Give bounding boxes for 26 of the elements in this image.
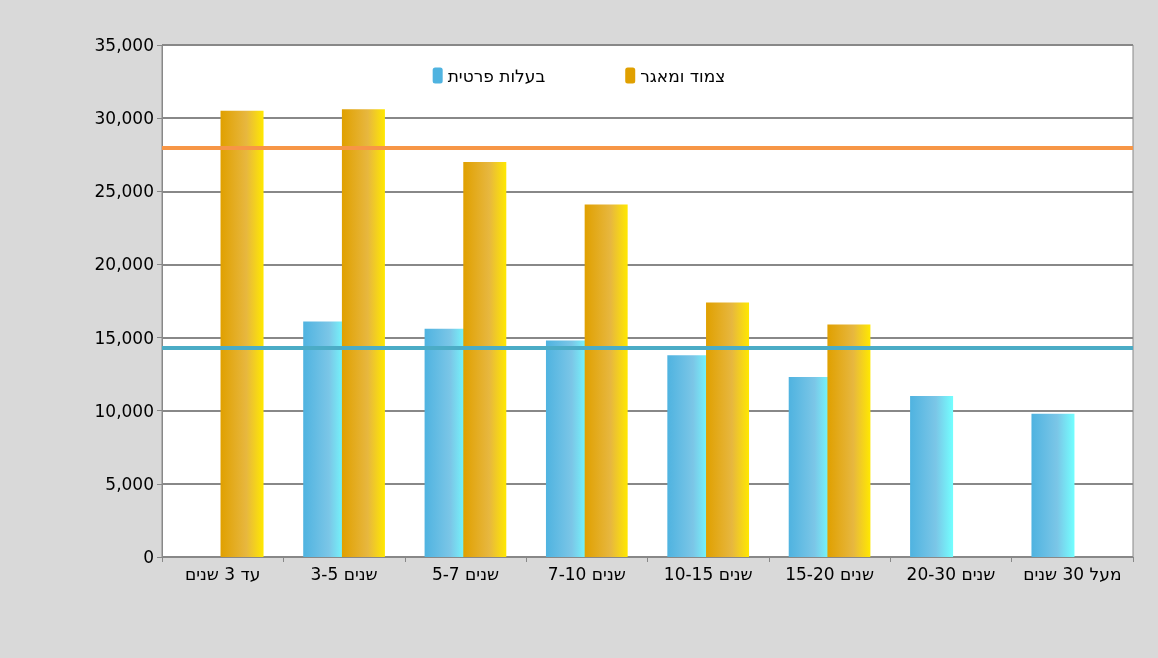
bar [463,162,507,557]
x-tick-label: 7-10 שנים [547,563,626,584]
bar [827,324,871,557]
x-tick-label: 10-15 שנים [663,563,753,584]
x-tick-label: 5-7 שנים [431,563,499,584]
y-tick-label: 0 [143,547,154,567]
y-tick-label: 5,000 [105,473,154,494]
y-tick-label: 15,000 [94,327,154,348]
bar [584,204,628,557]
y-tick-label: 10,000 [94,400,154,421]
x-tick-label: מעל 30 שנים [1023,563,1122,584]
x-tick-label: 20-30 שנים [906,563,996,584]
legend-label: צמוד ומאגר [640,65,726,86]
y-tick-label: 20,000 [94,254,154,275]
y-tick-label: 25,000 [94,181,154,202]
bar [1031,413,1075,557]
x-tick-label: 15-20 שנים [785,563,874,584]
y-tick-label: 35,000 [94,35,154,55]
x-tick-label: 3-5 שנים [310,563,378,584]
bar [706,302,750,557]
x-tick-label: עד 3 שנים [184,563,261,584]
legend-label: בעלות פרטית [447,65,546,86]
bar [910,396,954,557]
bar [220,110,264,557]
y-tick-label: 30,000 [94,108,154,129]
bar [341,109,385,557]
